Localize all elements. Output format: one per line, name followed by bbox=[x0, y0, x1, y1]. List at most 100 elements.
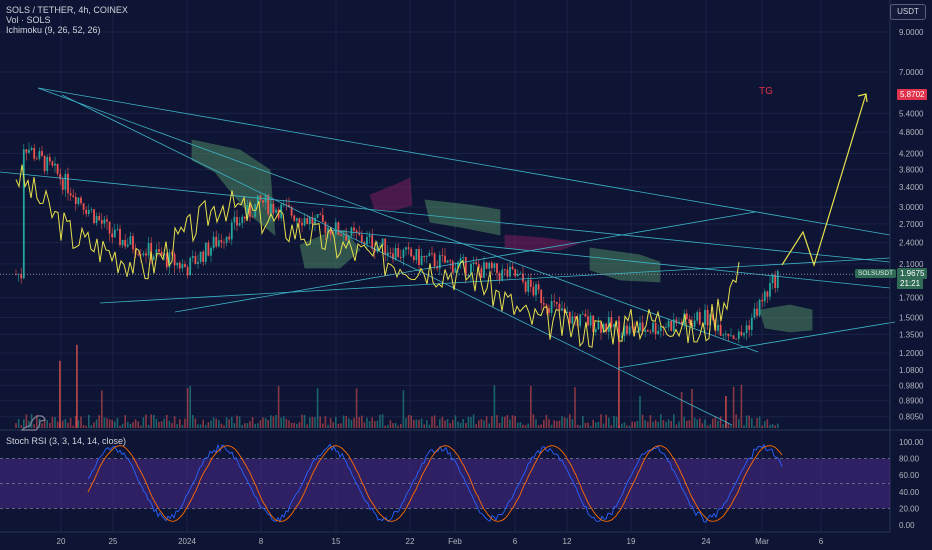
candle-body bbox=[558, 303, 561, 311]
stoch-d-line bbox=[87, 445, 783, 522]
cloud-segment bbox=[759, 304, 813, 333]
lagging-span-line bbox=[15, 164, 740, 348]
volume-bar bbox=[701, 423, 704, 428]
volume-bar bbox=[483, 420, 485, 428]
volume-bar bbox=[745, 415, 748, 428]
candle-body bbox=[238, 223, 241, 226]
volume-bar bbox=[205, 425, 207, 428]
volume-bar bbox=[706, 425, 709, 428]
volume-bar bbox=[452, 419, 454, 428]
volume-bar bbox=[589, 425, 592, 428]
cloud-segment bbox=[504, 234, 581, 251]
volume-bar bbox=[228, 419, 230, 428]
volume-bar bbox=[244, 423, 246, 428]
candle-body bbox=[740, 331, 743, 336]
candle-body bbox=[316, 214, 319, 218]
symbol-legend[interactable]: SOLS / TETHER, 4h, COINEX bbox=[6, 5, 128, 15]
volume-bar bbox=[413, 419, 415, 428]
volume-bar bbox=[654, 419, 657, 428]
volume-bar bbox=[20, 425, 22, 428]
volume-bar bbox=[631, 421, 633, 428]
volume-bar bbox=[194, 418, 197, 428]
volume-bar bbox=[563, 417, 566, 428]
candle-body bbox=[194, 256, 197, 264]
candle-body bbox=[93, 209, 95, 224]
volume-bar bbox=[446, 419, 449, 428]
volume-bar bbox=[199, 424, 202, 428]
volume-bar bbox=[348, 418, 350, 428]
volume-bar bbox=[519, 421, 522, 428]
volume-bar bbox=[462, 419, 464, 428]
candle-body bbox=[197, 261, 199, 264]
volume-bar bbox=[127, 421, 129, 428]
candle-body bbox=[72, 195, 75, 197]
volume-bar bbox=[145, 414, 147, 428]
stoch-rsi-legend[interactable]: Stoch RSI (3, 3, 14, 14, close) bbox=[6, 436, 127, 446]
candle-body bbox=[337, 222, 340, 235]
volume-bar bbox=[41, 423, 43, 428]
volume-bar bbox=[597, 421, 600, 428]
volume-bar bbox=[467, 416, 470, 428]
price-axis[interactable]: 9.0000 7.0000 5.4000 4.8000 4.2000 3.8000 3.40… bbox=[899, 28, 924, 422]
volume-bar bbox=[407, 415, 410, 428]
candle-body bbox=[698, 312, 701, 325]
projection-arrowhead bbox=[857, 93, 868, 103]
candle-body bbox=[506, 269, 509, 277]
volume-bar bbox=[43, 417, 46, 428]
candle-body bbox=[43, 155, 46, 172]
stoch-axis[interactable]: 100.00 80.00 60.00 40.00 20.00 0.00 bbox=[899, 438, 924, 530]
candle-body bbox=[763, 291, 766, 302]
volume-bar bbox=[223, 425, 225, 428]
candle-body bbox=[774, 274, 777, 288]
cloud-segment bbox=[369, 177, 413, 211]
time-tick-label: 20 bbox=[57, 537, 66, 546]
candle-body bbox=[207, 242, 210, 256]
candle-body bbox=[87, 210, 90, 214]
volume-bar bbox=[59, 360, 61, 428]
volume-bar bbox=[673, 414, 675, 428]
candle-body bbox=[527, 279, 530, 292]
stoch-tick-label: 80.00 bbox=[899, 455, 920, 464]
trendline bbox=[329, 229, 891, 289]
volume-bar bbox=[764, 421, 766, 428]
candle-body bbox=[405, 247, 407, 250]
volume-bar bbox=[90, 425, 93, 428]
volume-bar bbox=[267, 419, 269, 428]
candle-body bbox=[514, 269, 517, 277]
candle-body bbox=[535, 284, 537, 296]
time-axis[interactable]: 20 25 2024 8 15 22 Feb 6 12 19 24 Mar 6 bbox=[57, 537, 824, 546]
volume-bar bbox=[641, 414, 644, 428]
volume-bar bbox=[121, 423, 124, 428]
volume-bar bbox=[184, 418, 186, 428]
volume-bar bbox=[168, 420, 171, 428]
volume-bar bbox=[712, 418, 714, 428]
candle-body bbox=[59, 173, 62, 180]
volume-bar bbox=[303, 415, 306, 428]
volume-bar bbox=[727, 423, 730, 428]
volume-bar bbox=[584, 422, 587, 428]
volume-bar bbox=[491, 416, 493, 428]
volume-bar bbox=[517, 422, 519, 428]
candle-body bbox=[667, 320, 670, 328]
candle-body bbox=[77, 197, 80, 204]
candle-body bbox=[111, 233, 114, 238]
currency-button[interactable]: USDT bbox=[890, 4, 926, 20]
volume-bar bbox=[537, 425, 540, 428]
stoch-tick-label: 20.00 bbox=[899, 504, 920, 513]
volume-bar bbox=[652, 422, 654, 428]
candle-body bbox=[509, 266, 511, 277]
candle-body bbox=[225, 236, 228, 243]
ichimoku-legend[interactable]: Ichimoku (9, 26, 52, 26) bbox=[6, 25, 101, 35]
candle-body bbox=[680, 321, 683, 325]
candle-body bbox=[67, 173, 69, 194]
candle-body bbox=[589, 315, 592, 326]
candle-body bbox=[54, 163, 56, 166]
volume-legend[interactable]: Vol · SOLS bbox=[6, 15, 51, 25]
volume-bar bbox=[270, 415, 272, 428]
candle-body bbox=[142, 253, 145, 256]
candle-body bbox=[217, 240, 220, 247]
candle-body bbox=[30, 147, 33, 150]
volume-bar bbox=[509, 419, 511, 428]
trendline bbox=[0, 171, 891, 263]
